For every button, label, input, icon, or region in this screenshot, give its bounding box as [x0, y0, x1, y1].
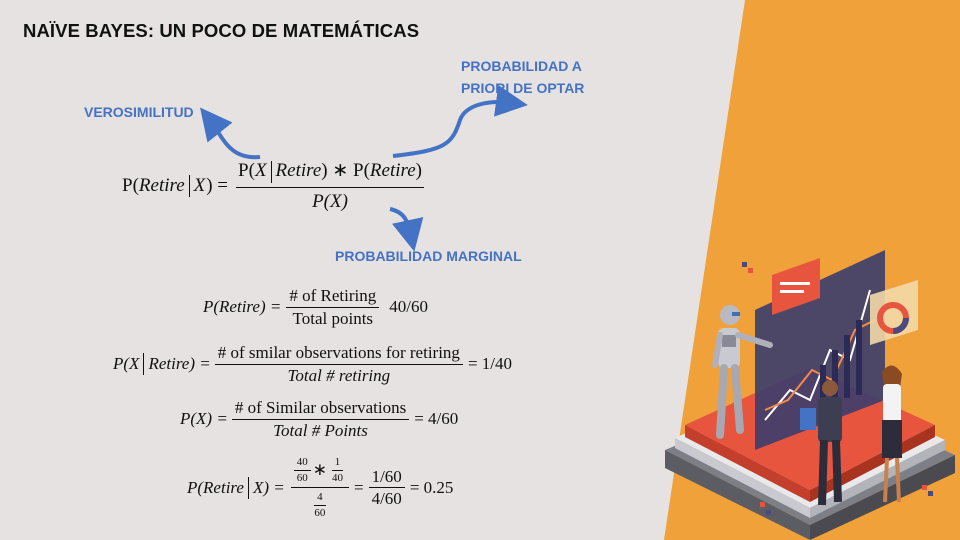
bayes-lhs-retire: Retire	[138, 175, 185, 197]
n2-den: 40	[331, 471, 343, 484]
num-retire2: Retire	[369, 160, 416, 181]
arrow-to-marginal	[389, 207, 424, 252]
prior-fraction: # of Retiring Total points	[286, 286, 380, 328]
num-p: P(	[238, 160, 255, 181]
likelihood-lhs-a: P(X	[113, 354, 140, 374]
man-figure	[800, 380, 842, 506]
arrow-to-likelihood	[200, 107, 261, 160]
num-mid: ) ∗ P(	[321, 160, 370, 181]
robot-figure	[712, 305, 773, 439]
prior-formula: P(Retire) = # of Retiring Total points 4…	[203, 286, 428, 328]
posterior-simple-numerator: 1/60	[368, 467, 405, 489]
num-x: X	[254, 160, 267, 181]
bayes-lhs-x: X	[193, 175, 206, 197]
n1-num: 40	[293, 456, 311, 471]
fraction-1-40: 1 40	[329, 456, 346, 484]
marginal-numerator: # of Similar observations	[231, 398, 410, 420]
multiply-sign: ∗	[312, 460, 327, 480]
marginal-annotation: PROBABILIDAD MARGINAL	[335, 248, 522, 264]
bayes-numerator: P(X Retire) ∗ P(Retire)	[236, 160, 424, 188]
bayes-fraction: P(X Retire) ∗ P(Retire) P(X)	[236, 160, 424, 212]
given-bar	[188, 175, 190, 198]
fraction-40-60: 40 60	[293, 456, 311, 484]
prior-denominator: Total points	[292, 308, 374, 328]
bayes-lhs-close: ) =	[206, 175, 229, 197]
prior-lhs: P(Retire) =	[203, 297, 282, 317]
posterior-simple-denominator: 4/60	[371, 489, 402, 509]
marginal-fraction: # of Similar observations Total # Points	[231, 398, 410, 440]
given-bar	[143, 353, 145, 376]
posterior-lhs-b: X) =	[252, 477, 285, 497]
prior-result: 40/60	[389, 297, 428, 317]
d-den: 60	[314, 506, 326, 519]
given-bar	[270, 160, 272, 183]
posterior-simple-fraction: 1/60 4/60	[368, 467, 405, 509]
posterior-formula: P(Retire X) = 40 60 ∗ 1 40 4 60 = 1/60 4/60 …	[187, 456, 453, 520]
likelihood-annotation: VEROSIMILITUD	[84, 104, 194, 120]
slide-title: NAÏVE BAYES: UN POCO DE MATEMÁTICAS	[23, 20, 420, 41]
data-analytics-illustration	[665, 250, 955, 540]
posterior-result: = 0.25	[409, 477, 454, 497]
n1-den: 60	[296, 471, 308, 484]
num-retire: Retire	[275, 160, 322, 181]
prior-annotation-line1: PROBABILIDAD A	[461, 58, 582, 74]
given-bar	[247, 476, 249, 499]
likelihood-lhs-b: Retire) =	[148, 354, 211, 374]
fraction-4-60: 4 60	[311, 491, 328, 519]
num-close: )	[415, 160, 422, 181]
likelihood-denominator: Total # retiring	[287, 365, 391, 385]
marginal-formula: P(X) = # of Similar observations Total #…	[180, 398, 458, 440]
bayes-formula: P(Retire X) = P(X Retire) ∗ P(Retire) P(X)	[122, 160, 424, 212]
marginal-result: = 4/60	[414, 409, 459, 429]
likelihood-fraction: # of smilar observations for retiring To…	[214, 343, 463, 385]
prior-numerator: # of Retiring	[286, 286, 380, 308]
likelihood-result: = 1/40	[467, 354, 512, 374]
likelihood-formula: P(X Retire) = # of smilar observations fo…	[113, 343, 512, 385]
bayes-denominator: P(X)	[312, 190, 348, 212]
bayes-lhs-p: P(	[122, 175, 139, 197]
likelihood-numerator: # of smilar observations for retiring	[214, 343, 463, 365]
marginal-denominator: Total # Points	[273, 420, 368, 440]
posterior-complex-numerator: 40 60 ∗ 1 40	[290, 456, 349, 489]
equals-sign: =	[353, 477, 364, 497]
posterior-complex-fraction: 40 60 ∗ 1 40 4 60	[290, 456, 349, 520]
n2-num: 1	[331, 456, 344, 471]
posterior-complex-denominator: 4 60	[308, 488, 331, 519]
posterior-lhs-a: P(Retire	[187, 477, 244, 497]
woman-figure	[882, 365, 902, 503]
d-num: 4	[314, 491, 326, 506]
marginal-lhs: P(X) =	[180, 409, 228, 429]
arrow-to-prior	[392, 84, 528, 158]
